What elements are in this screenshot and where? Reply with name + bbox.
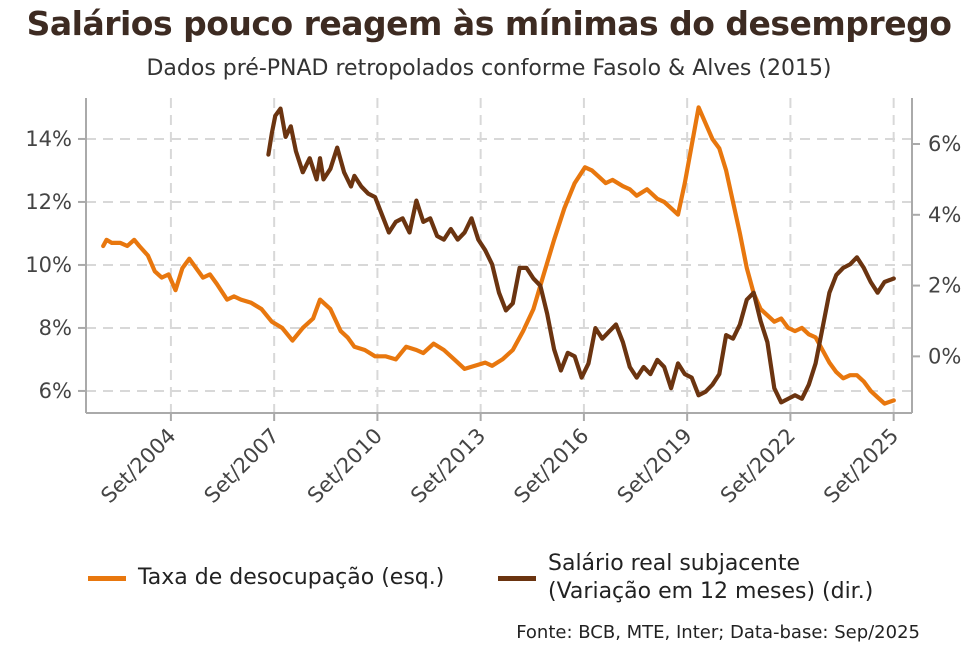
gridlines [86, 98, 912, 413]
legend-label-wages: Salário real subjacente (Variação em 12 … [548, 550, 873, 606]
x-tick-label: Set/2004 [96, 424, 180, 508]
y-left-tick-label: 14% [25, 127, 72, 151]
y-left-tick-label: 10% [25, 253, 72, 277]
series-lines [101, 105, 896, 406]
y-left-tick-label: 12% [25, 190, 72, 214]
legend-label-wages-line1: Salário real subjacente [548, 551, 801, 576]
legend-label-wages-line2: (Variação em 12 meses) (dir.) [548, 579, 874, 604]
y-left-tick-label: 8% [39, 316, 72, 340]
chart-title: Salários pouco reagem às mínimas do dese… [26, 4, 952, 43]
legend: Taxa de desocupação (esq.) Salário real … [70, 548, 950, 618]
source-note: Fonte: BCB, MTE, Inter; Data-base: Sep/2… [516, 622, 920, 643]
series-line-wages [266, 106, 896, 405]
x-tick-label: Set/2022 [716, 424, 800, 508]
y-right-tick-label: 0% [928, 344, 961, 368]
legend-label-unemployment: Taxa de desocupação (esq.) [138, 565, 445, 590]
chart-subtitle: Dados pré-PNAD retropolados conforme Fas… [146, 56, 832, 81]
x-tick-label: Set/2010 [303, 424, 387, 508]
x-tick-label: Set/2019 [613, 424, 697, 508]
y-right-tick-label: 6% [928, 132, 961, 156]
series-line-unemployment [101, 105, 896, 406]
tick-labels: 6%8%10%12%14%Set/2004 Set/2007 Set/2010 Set… [25, 127, 961, 508]
x-tick-label: Set/2013 [406, 424, 490, 508]
legend-swatch-wages [498, 575, 536, 581]
y-right-tick-label: 2% [928, 274, 961, 298]
legend-item-wages: Salário real subjacente (Variação em 12 … [498, 550, 873, 606]
x-tick-label: Set/2007 [200, 424, 284, 508]
legend-item-unemployment: Taxa de desocupação (esq.) [88, 564, 444, 592]
x-tick-label: Set/2016 [509, 424, 593, 508]
y-right-tick-label: 4% [928, 203, 961, 227]
x-tick-label: Set/2025 [819, 424, 903, 508]
axes [78, 98, 920, 421]
y-left-tick-label: 6% [39, 379, 72, 403]
legend-swatch-unemployment [88, 575, 126, 581]
